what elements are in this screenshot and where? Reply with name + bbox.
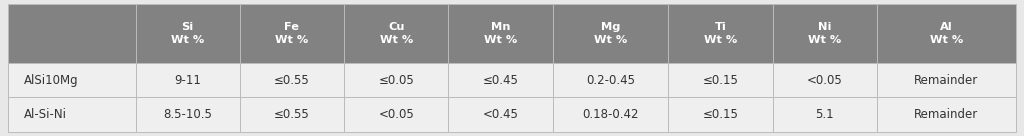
Text: Ni
Wt %: Ni Wt % [808, 22, 842, 45]
Text: 0.18-0.42: 0.18-0.42 [583, 108, 639, 121]
Bar [344, 4, 449, 63]
Text: 8.5-10.5: 8.5-10.5 [163, 108, 212, 121]
Text: ≤0.15: ≤0.15 [702, 108, 738, 121]
Bar [877, 63, 1016, 97]
Bar [8, 4, 135, 63]
Text: AlSi10Mg: AlSi10Mg [24, 74, 78, 87]
Bar [669, 97, 772, 132]
Bar [240, 4, 344, 63]
Bar [553, 4, 669, 63]
Text: <0.05: <0.05 [378, 108, 414, 121]
Text: Al
Wt %: Al Wt % [930, 22, 963, 45]
Bar [344, 63, 449, 97]
Bar [344, 97, 449, 132]
Bar [8, 63, 135, 97]
Text: Al-Si-Ni: Al-Si-Ni [24, 108, 67, 121]
Bar [449, 97, 553, 132]
Bar [240, 97, 344, 132]
Bar [877, 4, 1016, 63]
Text: <0.05: <0.05 [807, 74, 843, 87]
Text: 9-11: 9-11 [174, 74, 201, 87]
Bar [669, 63, 772, 97]
Text: Mn
Wt %: Mn Wt % [483, 22, 517, 45]
Text: Remainder: Remainder [914, 74, 979, 87]
Text: Si
Wt %: Si Wt % [171, 22, 205, 45]
Text: ≤0.45: ≤0.45 [482, 74, 518, 87]
Text: ≤0.55: ≤0.55 [274, 108, 310, 121]
Text: 0.2-0.45: 0.2-0.45 [586, 74, 635, 87]
Text: ≤0.15: ≤0.15 [702, 74, 738, 87]
Bar [449, 63, 553, 97]
Bar [135, 4, 240, 63]
Bar [772, 97, 877, 132]
Text: Ti
Wt %: Ti Wt % [703, 22, 737, 45]
Bar [449, 4, 553, 63]
Bar [135, 63, 240, 97]
Text: Fe
Wt %: Fe Wt % [275, 22, 308, 45]
Bar [135, 97, 240, 132]
Bar [8, 97, 135, 132]
Bar [772, 4, 877, 63]
Bar [669, 4, 772, 63]
Bar [877, 97, 1016, 132]
Bar [553, 97, 669, 132]
Text: 5.1: 5.1 [815, 108, 834, 121]
Text: Cu
Wt %: Cu Wt % [380, 22, 413, 45]
Bar [772, 63, 877, 97]
Text: ≤0.55: ≤0.55 [274, 74, 310, 87]
Bar [553, 63, 669, 97]
Text: Mg
Wt %: Mg Wt % [594, 22, 627, 45]
Bar [240, 63, 344, 97]
Text: <0.45: <0.45 [482, 108, 518, 121]
Text: Remainder: Remainder [914, 108, 979, 121]
Text: ≤0.05: ≤0.05 [378, 74, 414, 87]
